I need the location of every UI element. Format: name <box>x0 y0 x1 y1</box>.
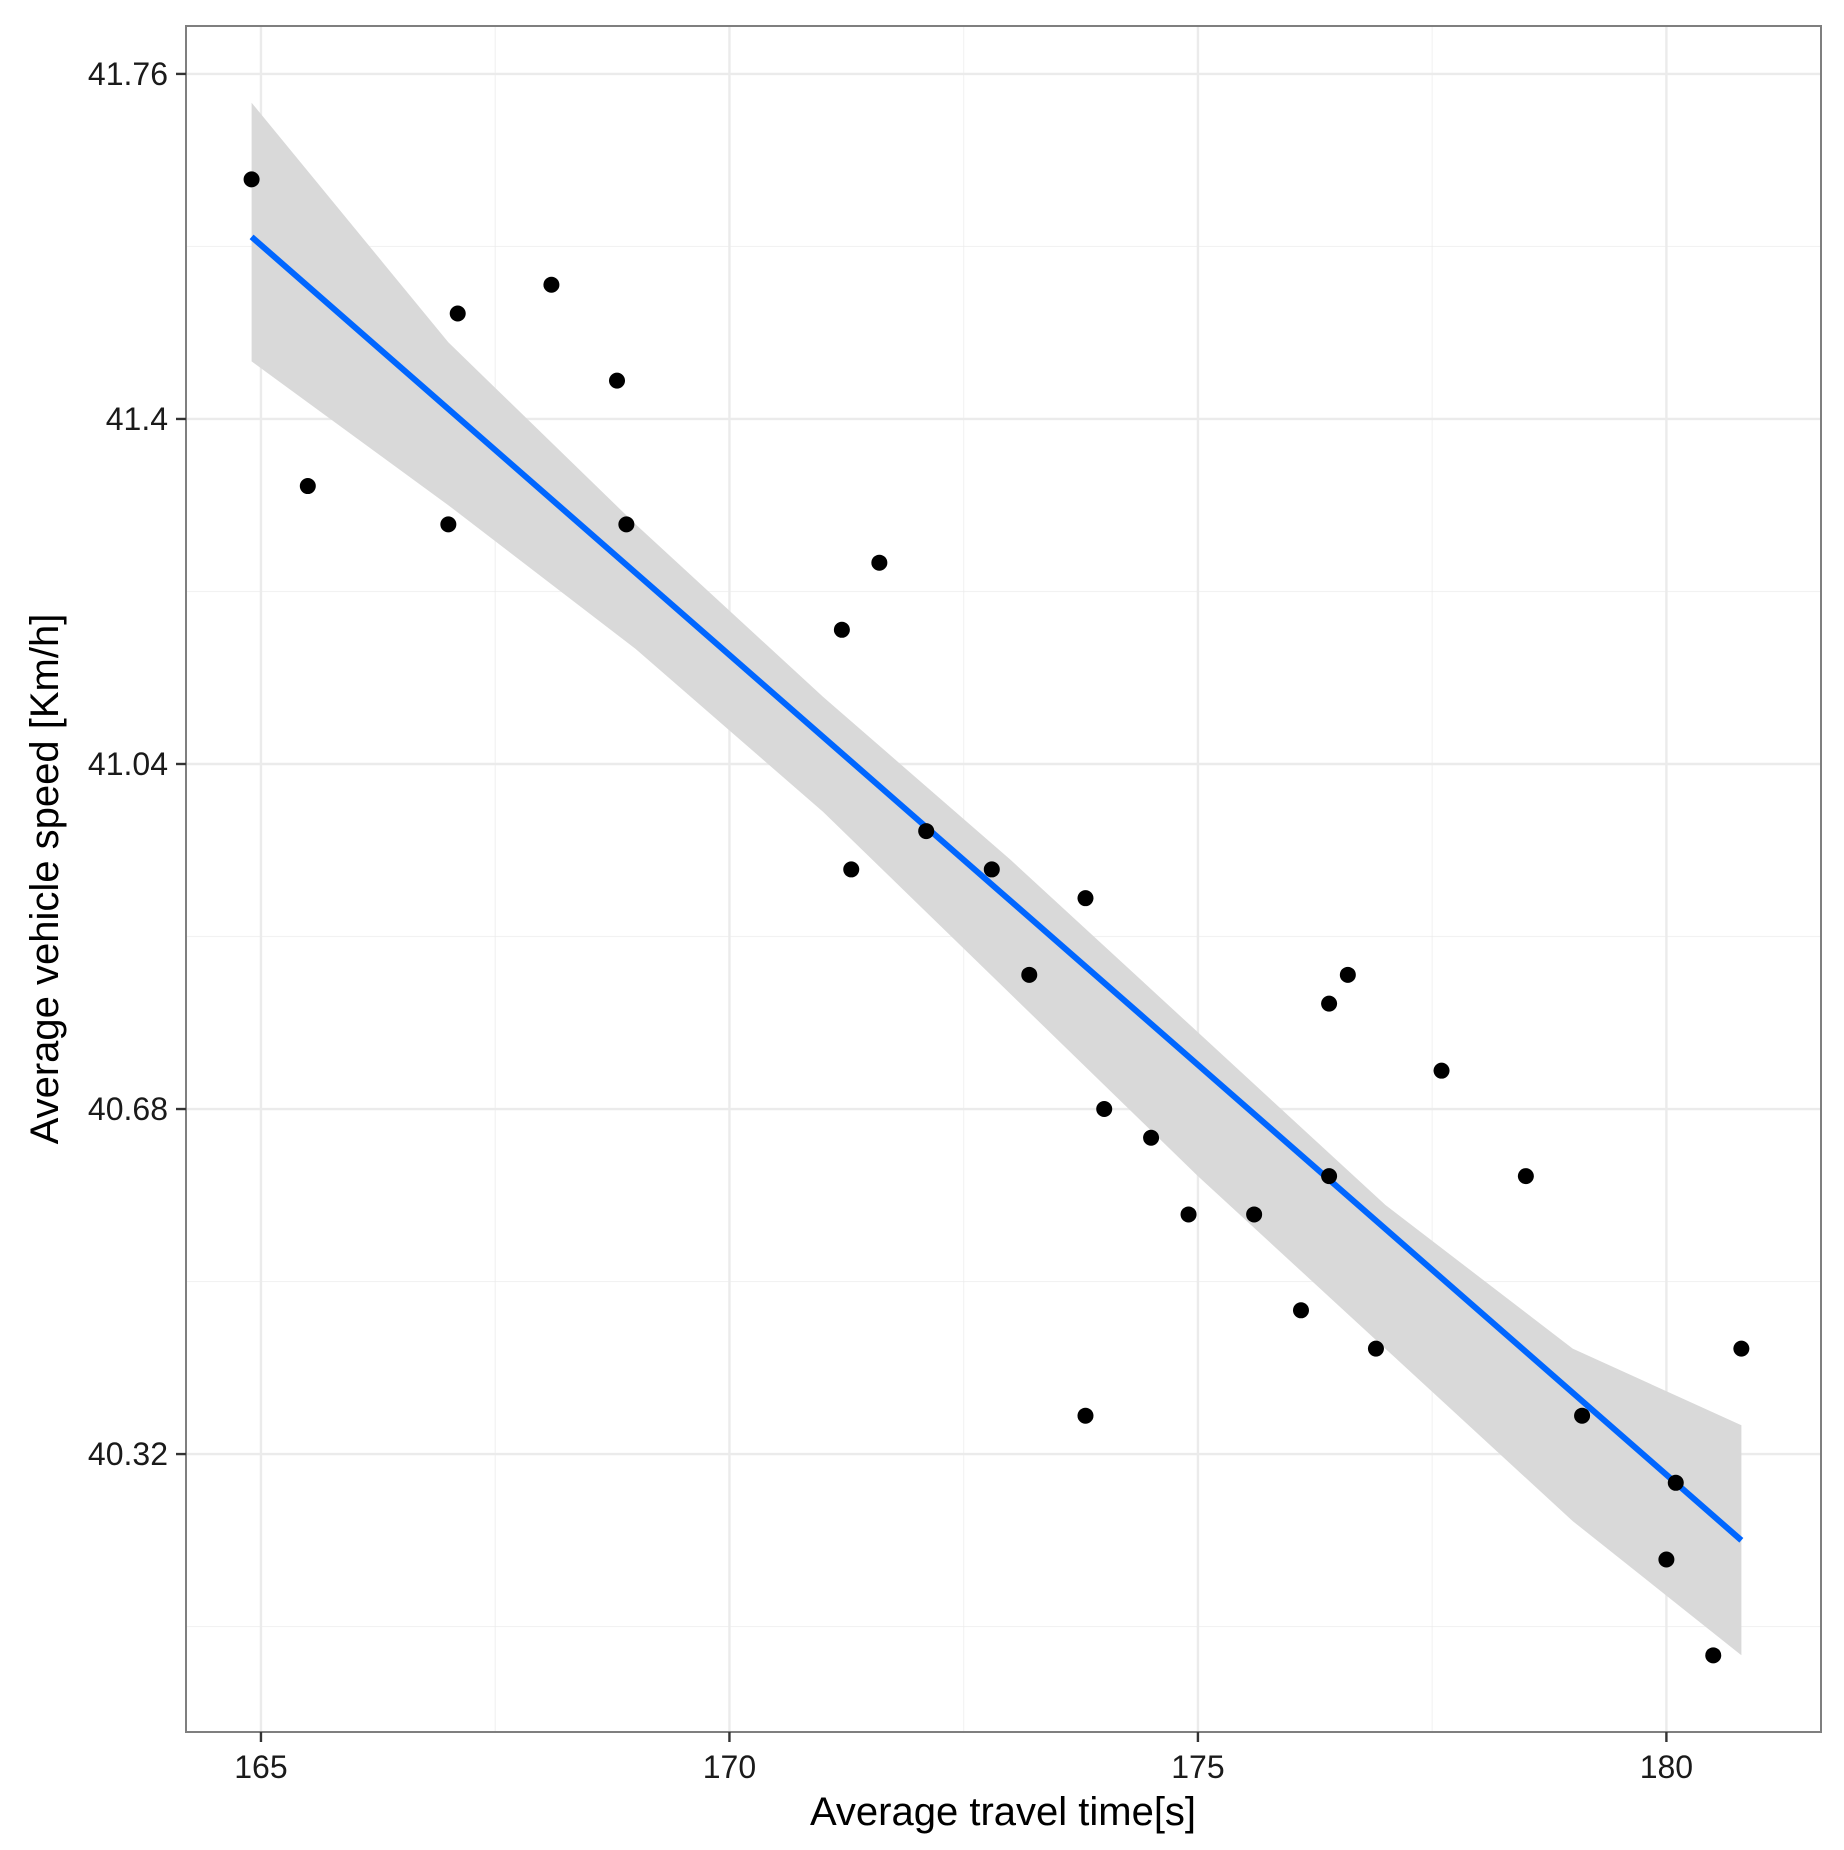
data-point <box>440 516 457 533</box>
data-point <box>1321 1168 1338 1185</box>
y-tick-label: 41.76 <box>88 56 168 92</box>
x-axis-title: Average travel time[s] <box>810 1790 1196 1834</box>
y-tick-label: 41.04 <box>88 746 168 782</box>
y-axis: 40.32 40.68 41.04 41.4 41.76 <box>88 56 186 1472</box>
data-point <box>1658 1551 1675 1568</box>
data-point <box>871 554 888 571</box>
data-point <box>1246 1206 1263 1223</box>
data-point <box>1339 966 1356 983</box>
y-tick-label: 40.68 <box>88 1091 168 1127</box>
x-tick-label: 180 <box>1640 1749 1693 1785</box>
scatter-points <box>243 171 1750 1664</box>
data-point <box>1367 1340 1384 1357</box>
confidence-band <box>251 102 1742 1656</box>
y-axis-title: Average vehicle speed [Km/h] <box>23 614 67 1145</box>
data-point <box>609 372 626 389</box>
data-point <box>618 516 635 533</box>
data-point <box>918 823 935 840</box>
data-point <box>843 861 860 878</box>
data-point <box>1180 1206 1197 1223</box>
data-point <box>1433 1062 1450 1079</box>
x-tick-label: 165 <box>234 1749 287 1785</box>
data-point <box>1143 1129 1160 1146</box>
data-point <box>983 861 1000 878</box>
data-point <box>1517 1168 1534 1185</box>
data-point <box>449 305 466 322</box>
data-point <box>1667 1474 1684 1491</box>
data-point <box>1292 1302 1309 1319</box>
confidence-band-layer <box>251 102 1742 1656</box>
data-point <box>1321 995 1338 1012</box>
data-point <box>1574 1407 1591 1424</box>
data-point <box>243 171 260 188</box>
data-point <box>1733 1340 1750 1357</box>
y-tick-label: 40.32 <box>88 1436 168 1472</box>
fit-line-layer <box>249 234 1744 1543</box>
x-tick-label: 170 <box>703 1749 756 1785</box>
y-tick-label: 41.4 <box>106 401 168 437</box>
data-point <box>1021 966 1038 983</box>
data-point <box>1096 1101 1113 1118</box>
data-point <box>543 276 560 293</box>
data-point <box>1077 890 1094 907</box>
plot-panel-border <box>185 25 1822 1733</box>
data-point <box>833 621 850 638</box>
x-tick-label: 175 <box>1171 1749 1224 1785</box>
regression-line <box>249 234 1744 1543</box>
data-point <box>1705 1647 1722 1664</box>
data-point <box>1077 1407 1094 1424</box>
x-axis: 165 170 175 180 <box>234 1732 1693 1785</box>
data-point <box>299 478 316 495</box>
